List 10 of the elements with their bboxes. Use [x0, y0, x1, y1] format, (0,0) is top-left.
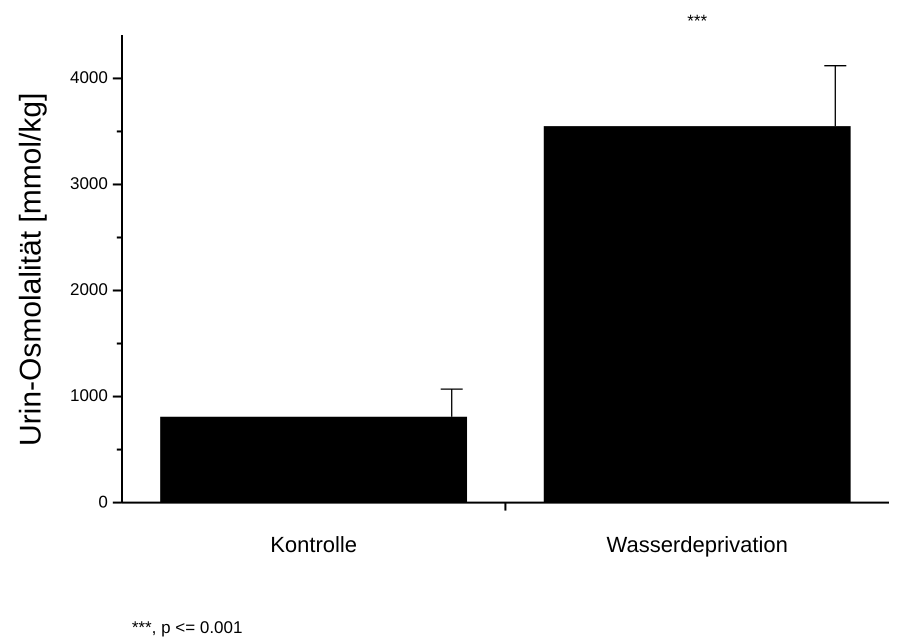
x-tick-label: Wasserdeprivation	[606, 532, 788, 557]
text: ***	[687, 12, 708, 31]
text: ***, p <= 0.001	[132, 618, 242, 637]
y-tick-label: 0	[98, 492, 108, 512]
y-tick-label: 2000	[70, 280, 108, 300]
y-tick-label: 1000	[70, 386, 108, 406]
y-axis-title: Urin-Osmolalität [mmol/kg]	[14, 92, 48, 446]
x-tick-label: Kontrolle	[270, 532, 358, 557]
y-tick-label: 4000	[70, 68, 108, 88]
y-tick-label: 3000	[70, 174, 108, 194]
